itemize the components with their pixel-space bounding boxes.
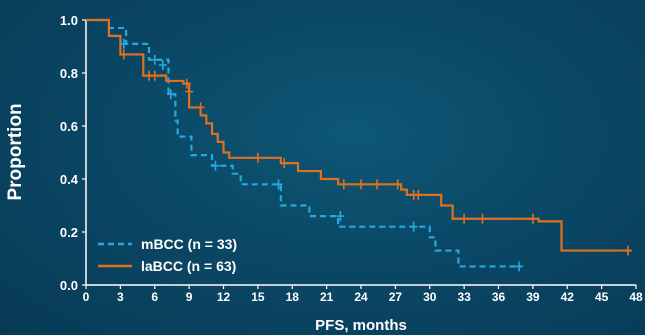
x-tick-label: 0: [83, 290, 90, 304]
x-tick-label: 21: [320, 290, 334, 304]
mbcc-censor-mark: [158, 60, 167, 71]
labcc-censor-mark: [478, 213, 487, 224]
x-tick-label: 30: [423, 290, 437, 304]
mbcc-censor-mark: [336, 211, 345, 222]
labcc-censor-mark: [373, 179, 382, 190]
mbcc-censor-mark: [211, 160, 220, 171]
labcc-censor-mark: [185, 86, 194, 97]
x-tick-label: 27: [389, 290, 403, 304]
x-tick-label: 36: [492, 290, 506, 304]
labcc-censor-mark: [393, 179, 402, 190]
labcc-censor-mark: [253, 152, 262, 163]
y-tick-label: 0.4: [60, 172, 79, 187]
labcc-censor-mark: [414, 189, 423, 200]
censor-marks: [119, 38, 632, 272]
x-tick-label: 18: [286, 290, 300, 304]
y-tick-label: 1.0: [60, 13, 78, 28]
axes: [82, 19, 637, 289]
labcc-censor-mark: [460, 213, 469, 224]
mbcc-curve: [86, 18, 522, 268]
x-tick-label: 3: [117, 290, 124, 304]
y-tick-label: 0.0: [60, 278, 78, 293]
mbcc-censor-mark: [274, 179, 283, 190]
legend-labcc-label: laBCC (n = 63): [141, 258, 236, 274]
labcc-censor-mark: [623, 245, 632, 256]
labcc-censor-mark: [196, 102, 205, 113]
labcc-censor-mark: [182, 78, 191, 89]
x-tick-label: 42: [561, 290, 575, 304]
survival-curves: [86, 18, 631, 268]
y-tick-label: 0.6: [60, 119, 78, 134]
x-tick-label: 6: [151, 290, 158, 304]
labcc-censor-mark: [528, 213, 537, 224]
x-tick-label: 12: [217, 290, 231, 304]
x-tick-label: 15: [251, 290, 265, 304]
labcc-censor-mark: [150, 70, 159, 81]
x-axis-title: PFS, months: [315, 317, 407, 334]
labcc-censor-mark: [357, 179, 365, 190]
mbcc-censor-mark: [515, 261, 524, 272]
mbcc-censor-mark: [150, 54, 159, 65]
tick-labels: 0 3 6 9 12 15 18 21 24 27 30 33 36 39 42 45 480.00.20.40…: [60, 13, 643, 304]
labcc-censor-mark: [280, 158, 289, 169]
y-axis-title: Proportion: [5, 103, 26, 200]
labcc-censor-mark: [339, 179, 348, 190]
y-tick-label: 0.8: [60, 66, 78, 81]
labcc-curve: [86, 18, 631, 252]
mbcc-censor-mark: [166, 89, 175, 100]
mbcc-censor-mark: [119, 38, 128, 49]
x-tick-label: 9: [186, 290, 193, 304]
x-tick-label: 33: [457, 290, 471, 304]
legend-mbcc-label: mBCC (n = 33): [141, 236, 237, 252]
y-tick-label: 0.2: [60, 225, 78, 240]
x-tick-label: 48: [629, 290, 643, 304]
x-tick-label: 24: [354, 290, 368, 304]
mbcc-censor-mark: [409, 221, 418, 232]
legend: mBCC (n = 33) laBCC (n = 63): [98, 236, 237, 274]
x-tick-label: 45: [595, 290, 609, 304]
labcc-censor-mark: [119, 49, 128, 60]
x-tick-label: 39: [526, 290, 540, 304]
